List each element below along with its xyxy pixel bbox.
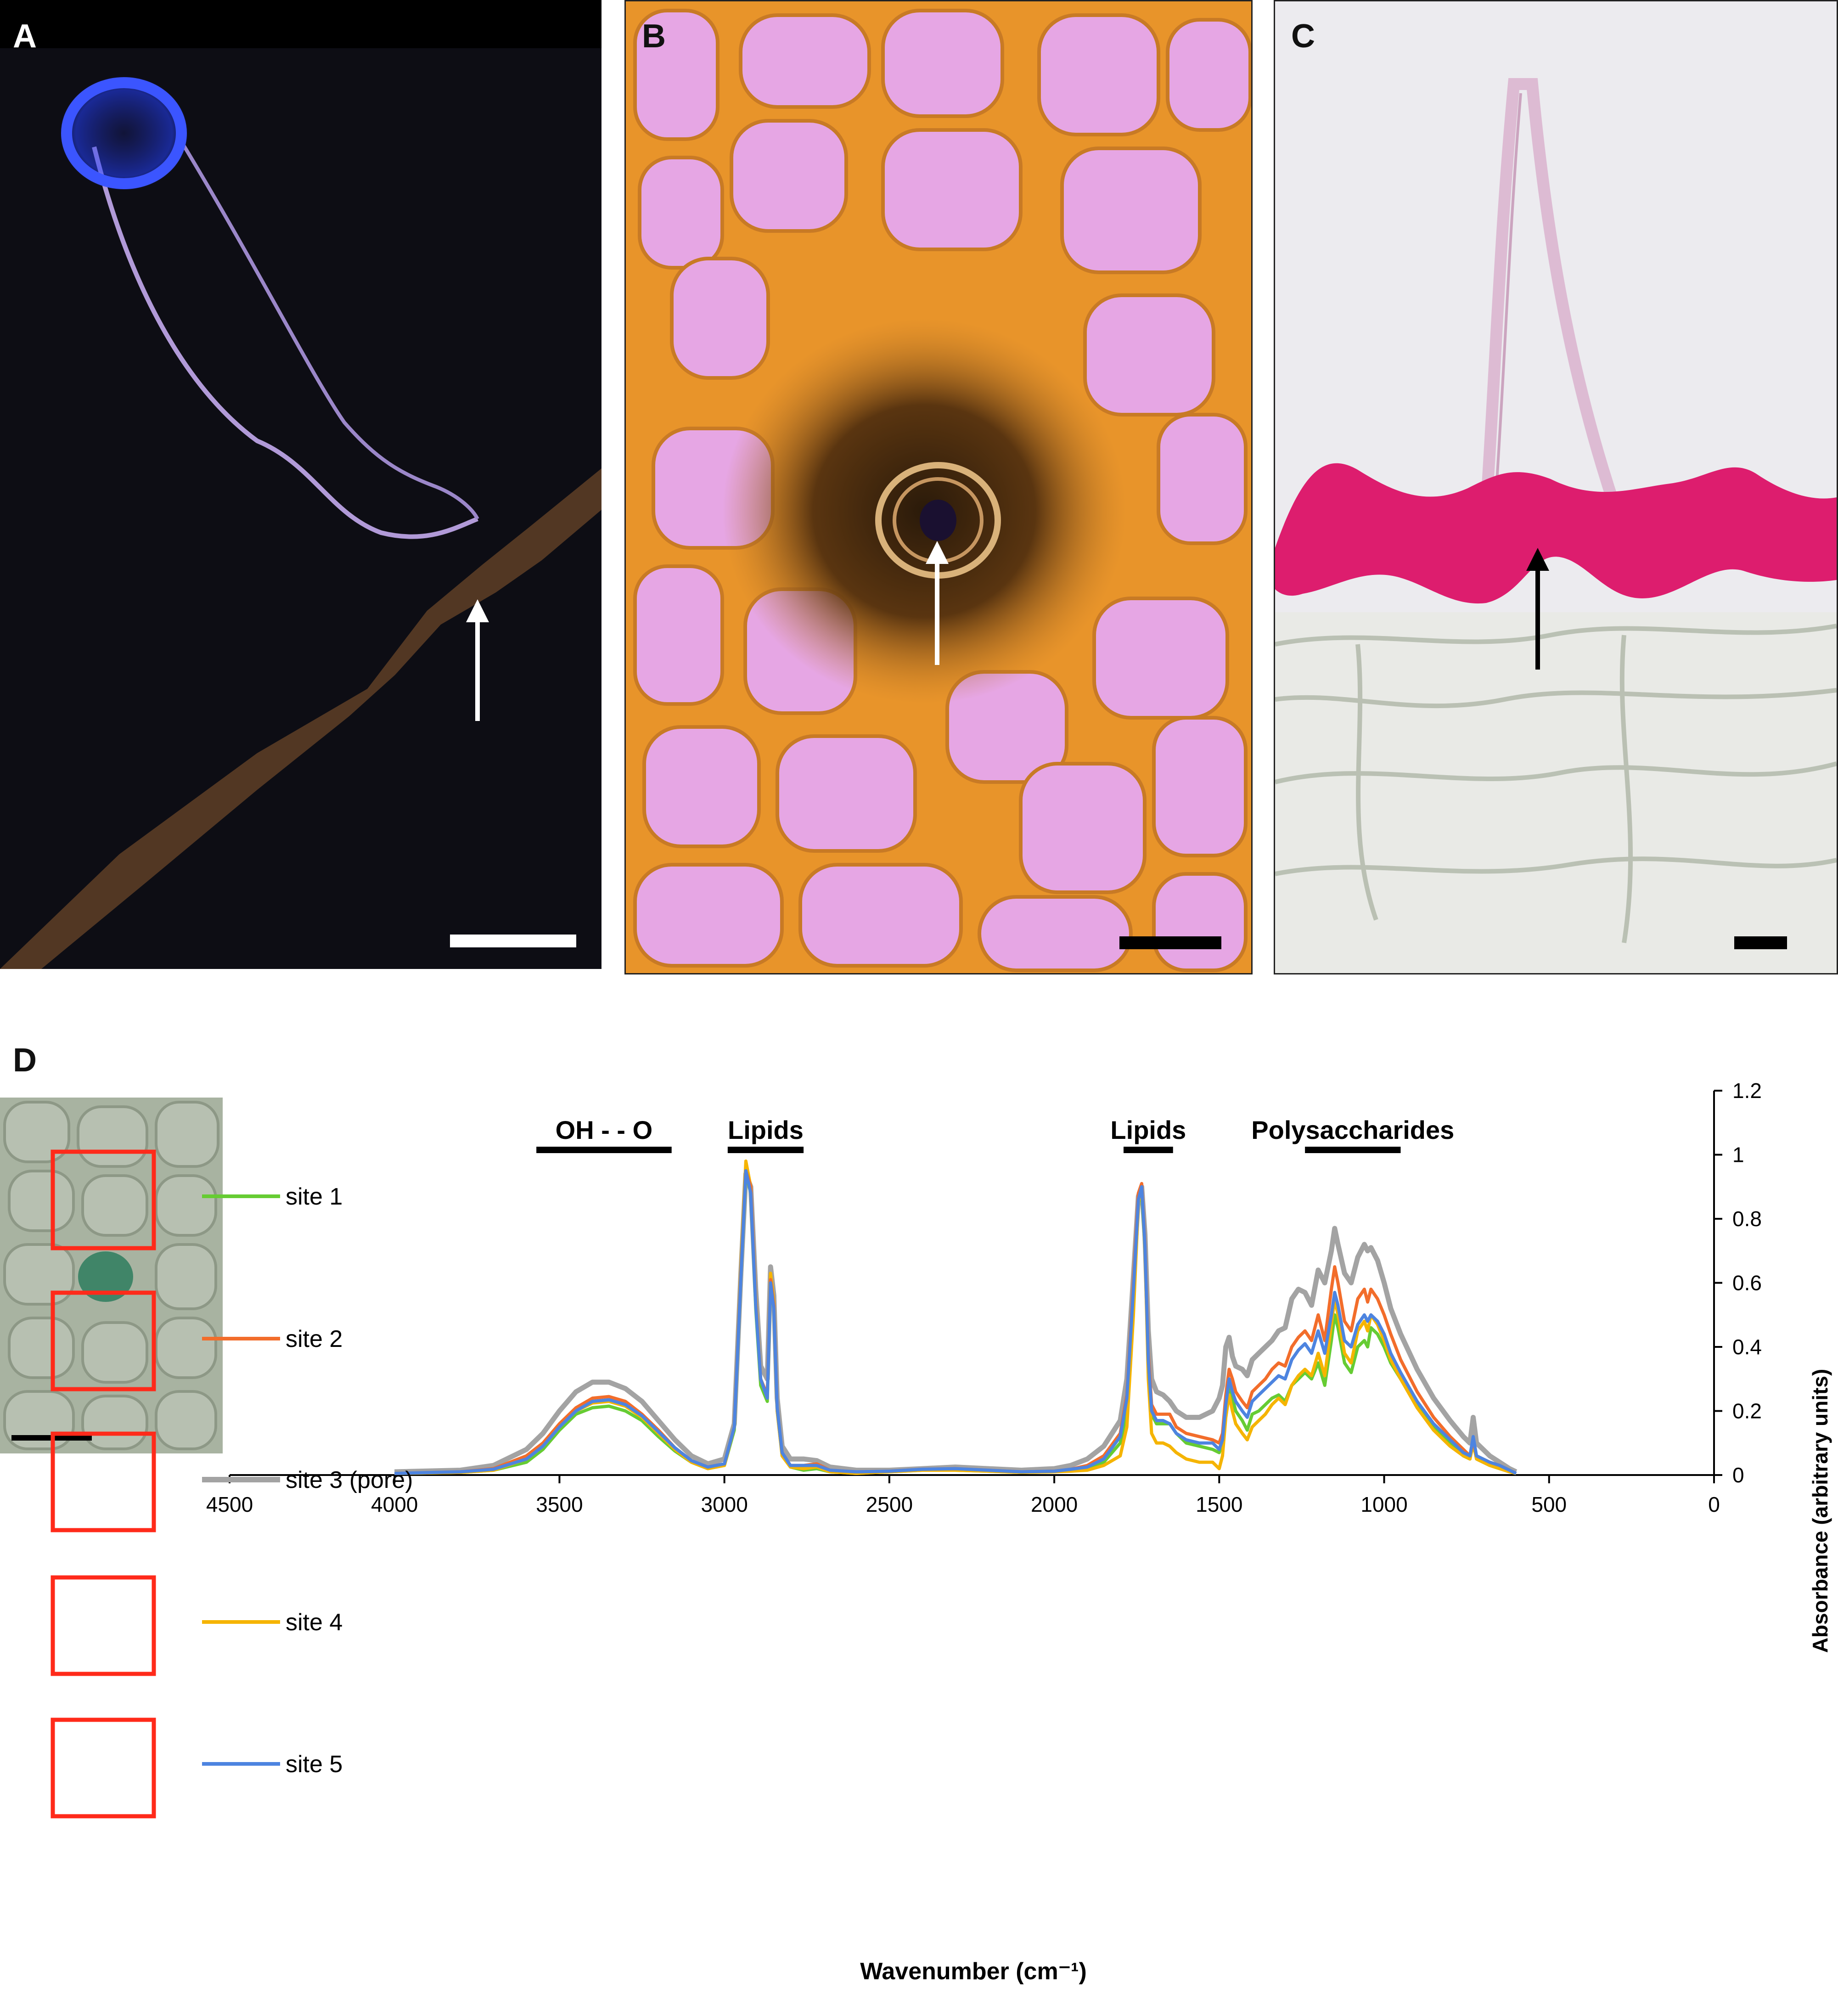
region-annotation-bar (1305, 1147, 1401, 1153)
region-annotation-label: OH - - O (556, 1115, 653, 1144)
series-line-site-2 (394, 1169, 1517, 1475)
region-annotation-bar (727, 1147, 804, 1153)
y-tick-label: 0.2 (1732, 1399, 1762, 1423)
x-tick-label: 4000 (371, 1492, 418, 1516)
site-boxes-lower (51, 1431, 156, 1819)
legend-label-site-2: site 2 (286, 1326, 343, 1352)
x-tick-label: 2000 (1031, 1492, 1078, 1516)
site-boxes (51, 1149, 156, 1391)
panel-a-image (0, 0, 601, 969)
site-box-5 (51, 1718, 156, 1819)
site-box-3 (51, 1431, 156, 1532)
series-line-site-3 (394, 1171, 1518, 1475)
panel-b-micrograph (624, 0, 1253, 974)
x-axis-label: Wavenumber (cm⁻¹) (860, 1958, 1087, 1985)
y-tick-label: 1.2 (1732, 1079, 1762, 1103)
y-tick-label: 0.6 (1732, 1271, 1762, 1295)
y-tick-label: 1 (1732, 1143, 1744, 1167)
panel-b-label: B (642, 18, 666, 55)
panel-c-image (1275, 1, 1837, 973)
y-tick-label: 0.4 (1732, 1335, 1762, 1359)
panel-b-image (626, 1, 1251, 973)
panel-c-label: C (1291, 18, 1315, 55)
region-annotation-bar (536, 1147, 672, 1153)
region-annotation-label: Lipids (1110, 1115, 1186, 1144)
chart-axes: 4500 4000 3500 3000 2500 2000 1500 1000 500 000.2… (206, 1079, 1762, 1516)
chart-legend: site 1 site 2 site 3 (pore) site 4 site 5 (202, 1183, 413, 1778)
y-tick-label: 0.8 (1732, 1207, 1762, 1231)
series-line-site-4 (394, 1159, 1517, 1475)
y-axis-label: Absorbance (arbitrary units) (1808, 1369, 1832, 1653)
x-tick-label: 1500 (1196, 1492, 1242, 1516)
panel-a-label: A (13, 18, 37, 55)
panel-a-micrograph (0, 0, 601, 969)
region-annotation-bar (1123, 1147, 1173, 1153)
legend-label-site-1: site 1 (286, 1183, 343, 1210)
series-line-site-1 (394, 1172, 1517, 1475)
x-tick-label: 1000 (1360, 1492, 1407, 1516)
legend-label-site-4: site 4 (286, 1609, 343, 1636)
region-annotation-label: Lipids (728, 1115, 804, 1144)
legend-label-site-3: site 3 (pore) (286, 1467, 413, 1493)
site-box-1 (51, 1149, 156, 1250)
site-box-4 (51, 1575, 156, 1676)
y-tick-label: 0 (1732, 1463, 1744, 1487)
legend-label-site-5: site 5 (286, 1751, 343, 1778)
x-tick-label: 500 (1531, 1492, 1567, 1516)
x-tick-label: 3000 (701, 1492, 748, 1516)
chart-series (394, 1159, 1518, 1475)
panel-c-micrograph (1274, 0, 1838, 974)
region-annotation-label: Polysaccharides (1251, 1115, 1454, 1144)
chart-annotations: OH - - O Lipids Lipids Polysaccharides (536, 1115, 1454, 1153)
series-line-site-5 (394, 1169, 1517, 1475)
x-tick-label: 2500 (866, 1492, 913, 1516)
panel-d-label: D (13, 1042, 37, 1079)
x-tick-label: 0 (1708, 1492, 1720, 1516)
x-tick-label: 3500 (536, 1492, 583, 1516)
site-box-2 (51, 1290, 156, 1391)
